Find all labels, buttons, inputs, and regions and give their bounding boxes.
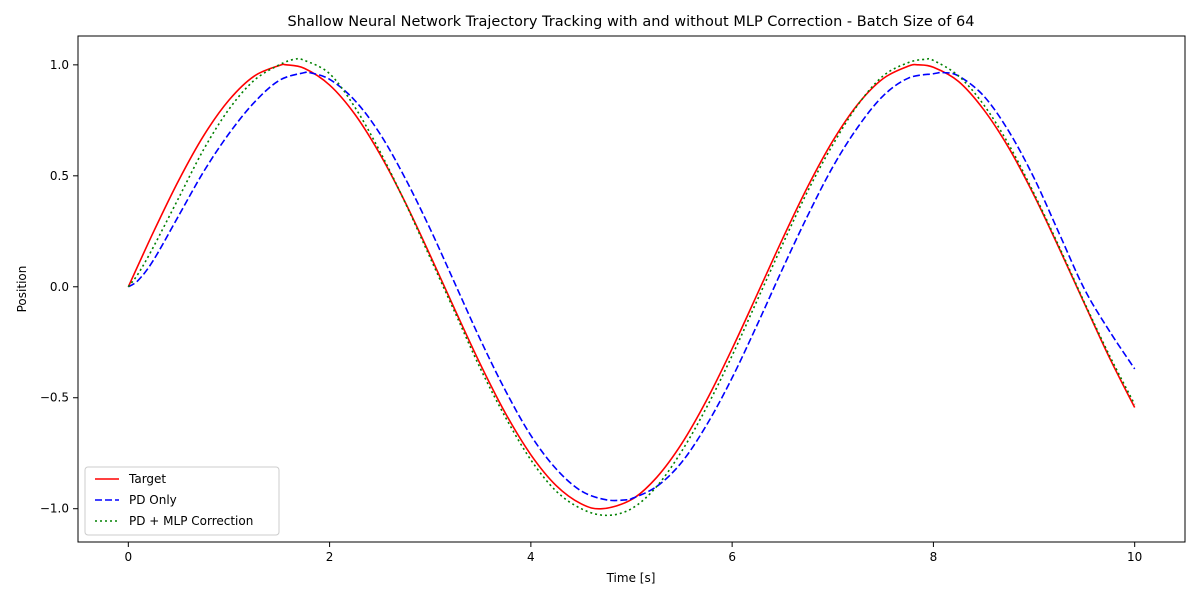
x-tick-label: 6	[728, 550, 736, 564]
y-tick-label: 0.0	[50, 280, 69, 294]
y-axis: −1.0 −0.5 0.0 0.5 1.0	[40, 58, 78, 516]
legend: Target PD Only PD + MLP Correction	[84, 466, 280, 536]
legend-entries: Target PD Only PD + MLP Correction	[95, 472, 253, 528]
x-axis: 0 2 4 6 8 10	[124, 542, 1142, 564]
chart-title: Shallow Neural Network Trajectory Tracki…	[288, 14, 975, 30]
series-layer	[127, 57, 1136, 517]
series-line-target	[127, 63, 1136, 510]
x-tick-label: 4	[527, 550, 535, 564]
x-tick-label: 0	[124, 550, 132, 564]
legend-box	[84, 466, 280, 536]
x-tick-label: 2	[326, 550, 334, 564]
legend-label: Target	[128, 472, 166, 486]
x-tick-label: 10	[1127, 550, 1142, 564]
y-tick-label: −1.0	[40, 502, 69, 516]
y-tick-label: −0.5	[40, 391, 69, 405]
legend-label: PD + MLP Correction	[129, 514, 253, 528]
x-tick-label: 8	[930, 550, 938, 564]
series-line-pd-only	[127, 70, 1136, 502]
y-tick-label: 1.0	[50, 58, 69, 72]
plot-frame	[77, 35, 1186, 543]
legend-label: PD Only	[129, 493, 177, 507]
y-tick-label: 0.5	[50, 169, 69, 183]
x-axis-title: Time [s]	[606, 571, 656, 585]
y-axis-title: Position	[15, 266, 29, 313]
plot-area	[77, 35, 1186, 543]
